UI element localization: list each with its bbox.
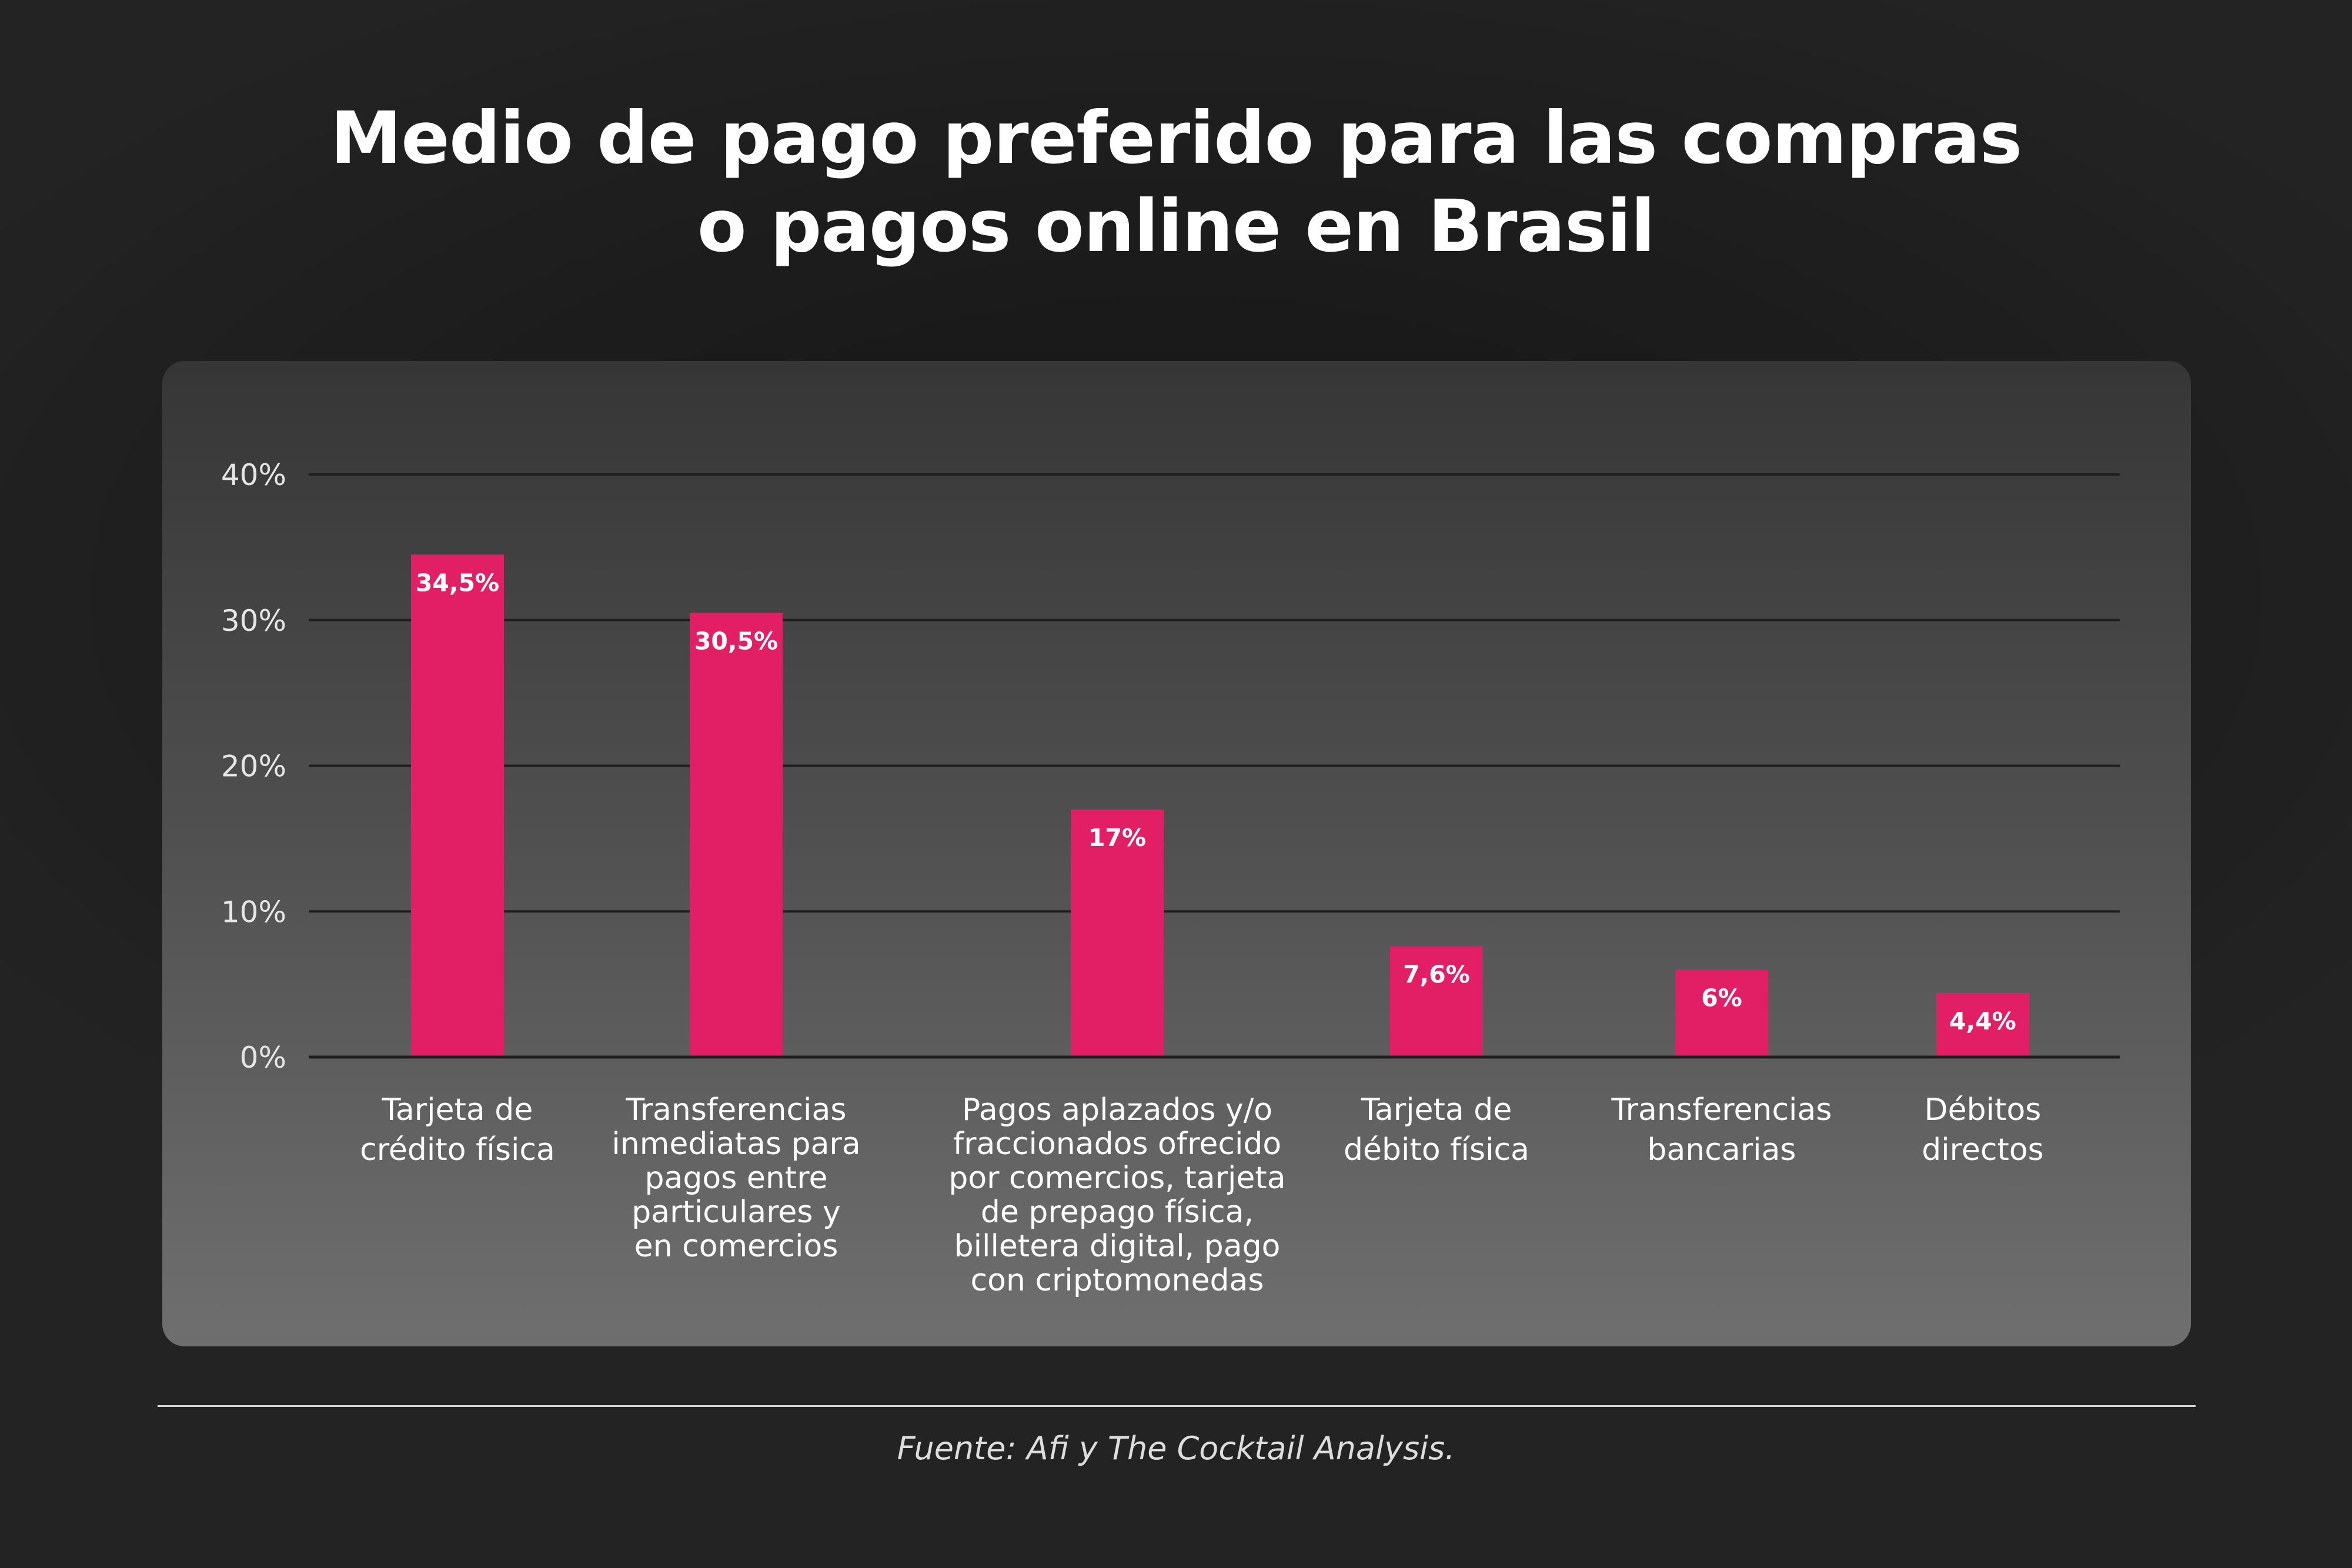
data-label: 7,6% (1403, 961, 1470, 989)
bar (1071, 809, 1164, 1057)
y-tick-label: 10% (221, 895, 286, 929)
x-category-label-line: Tarjeta de (382, 1092, 533, 1128)
chart-title-line-1: Medio de pago preferido para las compras (330, 96, 2023, 180)
bar (690, 613, 783, 1057)
x-category-label-line: directos (1922, 1132, 2044, 1168)
data-label: 17% (1088, 824, 1146, 852)
bar (411, 554, 504, 1057)
x-category-label-line: Débitos (1925, 1092, 2042, 1128)
x-category-label-line: fraccionados ofrecido (953, 1126, 1281, 1162)
x-category-label-line: particulares y (632, 1195, 841, 1230)
x-category-label-line: Tarjeta de (1361, 1092, 1512, 1128)
x-category-label-line: débito física (1344, 1132, 1529, 1168)
x-category-label-line: Transferencias (1611, 1092, 1832, 1128)
y-tick-label: 0% (240, 1041, 286, 1075)
x-category-label-line: Pagos aplazados y/o (962, 1092, 1272, 1128)
x-category-label: Débitos directos (1922, 1092, 2044, 1168)
data-label: 6% (1701, 984, 1742, 1012)
bar (1675, 969, 1768, 1057)
y-tick-label: 40% (221, 458, 286, 492)
x-category-label-line: de prepago física, (981, 1195, 1254, 1230)
y-tick-label: 20% (221, 750, 286, 784)
bar (1936, 992, 2029, 1057)
chart-title: Medio de pago preferido para las compras… (0, 94, 2352, 270)
x-category-label-line: crédito física (360, 1132, 555, 1168)
source-note: Fuente: Afi y The Cocktail Analysis. (897, 1430, 1455, 1467)
footer-divider (158, 1405, 2196, 1407)
x-category-label: Tarjeta de crédito física (360, 1092, 555, 1168)
chart-title-line-2: o pagos online en Brasil (697, 185, 1655, 268)
data-label: 34,5% (416, 569, 499, 597)
x-category-label-line: en comercios (634, 1229, 838, 1264)
bar (1390, 946, 1483, 1057)
x-category-label: Transferencias inmediatas para pagos entre… (612, 1092, 860, 1264)
x-category-label-line: billetera digital, pago (954, 1229, 1281, 1264)
x-category-label: Pagos aplazados y/o fraccionados ofrecido… (948, 1092, 1285, 1298)
y-tick-label: 30% (221, 604, 286, 638)
x-category-label-line: por comercios, tarjeta (948, 1161, 1285, 1196)
x-category-label-line: Transferencias (626, 1092, 847, 1128)
x-category-label-line: con criptomonedas (971, 1263, 1264, 1298)
x-category-label-line: inmediatas para (612, 1126, 860, 1162)
x-category-label-line: bancarias (1647, 1132, 1796, 1168)
data-label: 4,4% (1949, 1007, 2016, 1035)
x-category-label: Transferencias bancarias (1611, 1092, 1832, 1168)
x-category-label: Tarjeta de débito física (1344, 1092, 1529, 1168)
x-category-label-line: pagos entre (645, 1161, 828, 1196)
data-label: 30,5% (694, 627, 778, 655)
